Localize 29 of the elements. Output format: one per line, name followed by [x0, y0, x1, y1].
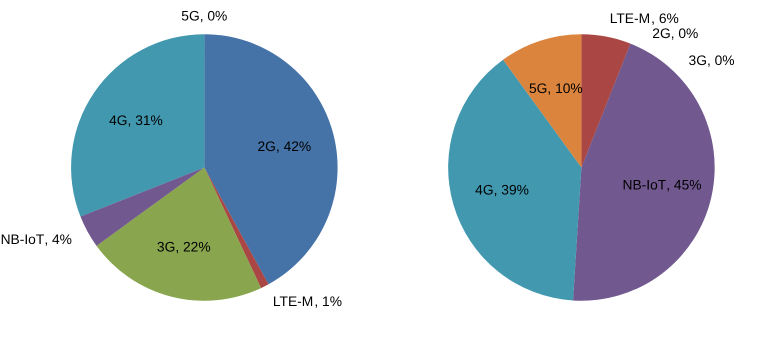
data-label: , 6% — [651, 10, 679, 26]
data-label: , 45% — [666, 176, 702, 192]
data-label: , 4% — [44, 231, 72, 248]
text: , 0% — [706, 52, 735, 68]
slice-label: LTE-M — [272, 293, 314, 310]
category-label: 2G — [652, 25, 671, 42]
pie-slice — [71, 34, 204, 217]
data-label: , 22% — [175, 238, 211, 254]
slice-label: 2G — [257, 138, 276, 154]
data-label: , 10% — [547, 80, 583, 96]
pie-slice — [448, 60, 582, 300]
slice-label: LTE-M — [610, 10, 650, 26]
category-label: 3G — [688, 52, 707, 68]
pie-slice — [503, 34, 582, 168]
text: , 0% — [200, 7, 228, 24]
slice-label: 4G — [109, 112, 128, 128]
slice-label: 3G — [156, 238, 176, 254]
data-label: , 31% — [128, 112, 163, 128]
data-label: , 42% — [276, 138, 312, 154]
slice-label: NB-IoT — [0, 231, 45, 248]
slice-label: NB-IoT — [622, 176, 667, 192]
data-label: , 39% — [494, 182, 529, 198]
text: , 0% — [670, 25, 698, 42]
slice-label: 5G — [528, 80, 548, 96]
pie-slice — [581, 34, 630, 168]
pie-slice — [96, 168, 262, 300]
slice-label: 4G — [475, 182, 494, 198]
data-label: , 1% — [314, 293, 342, 310]
category-label: 5G — [181, 7, 200, 24]
